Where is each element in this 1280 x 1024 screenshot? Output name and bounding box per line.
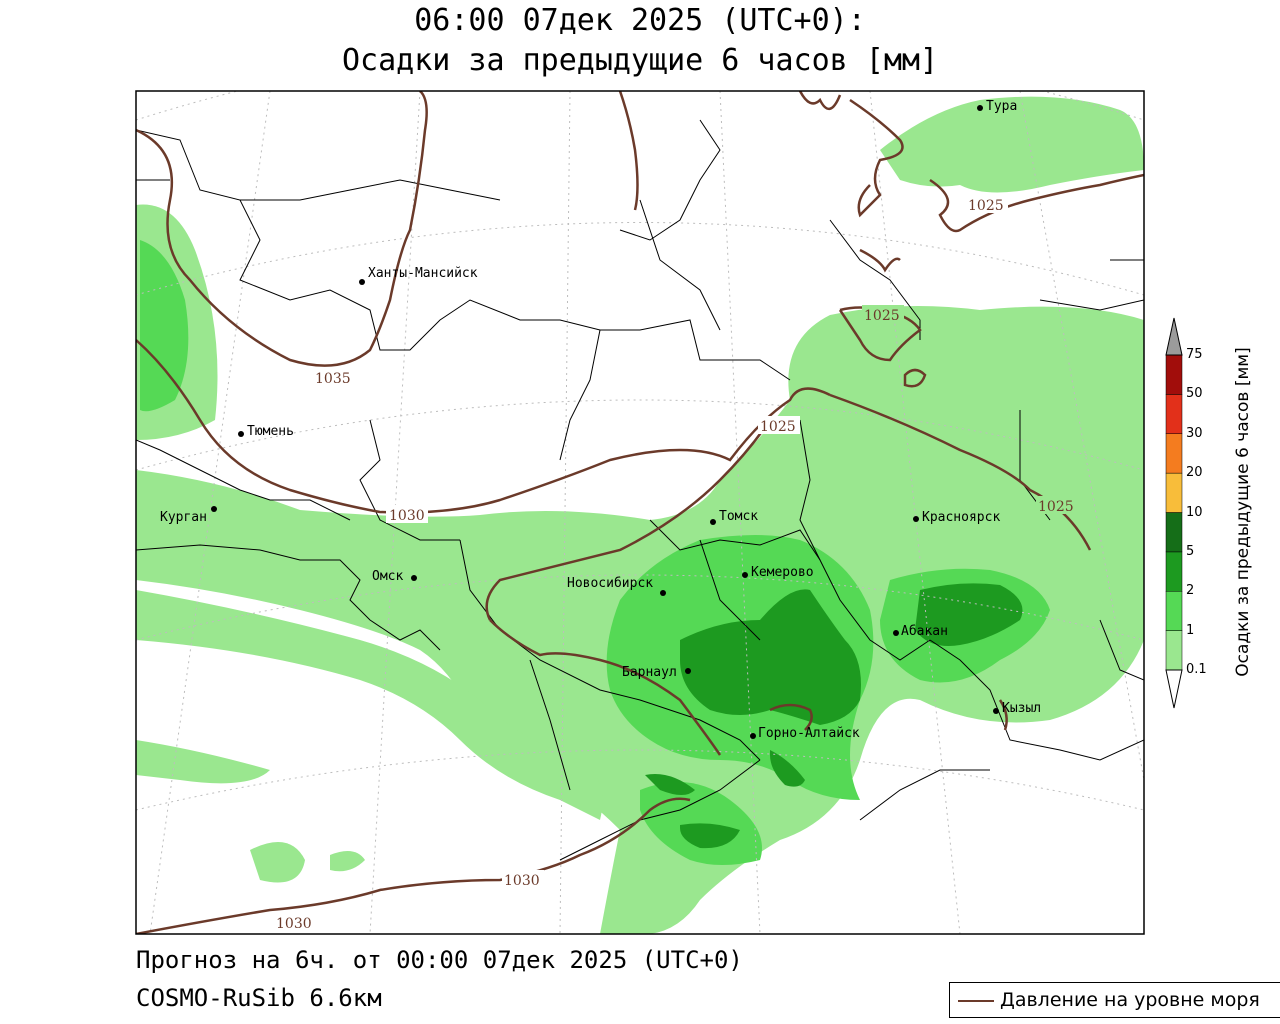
- colorbar-level-label: 20: [1186, 465, 1203, 481]
- colorbar-block: [1165, 512, 1183, 553]
- colorbar-level-label: 10: [1186, 504, 1203, 520]
- colorbar-level-label: 1: [1186, 622, 1195, 638]
- colorbar-level-label: 30: [1186, 425, 1203, 441]
- city-barnaul: Барнаул: [622, 665, 691, 680]
- colorbar-block: [1165, 354, 1183, 395]
- city-tomsk: Томск: [710, 509, 758, 525]
- city-gorno-altaysk: Горно-Алтайск: [750, 726, 860, 741]
- city-khanty-mansiysk: Ханты-Мансийск: [359, 266, 478, 285]
- isobar-label: 1025: [864, 308, 900, 324]
- svg-text:Горно-Алтайск: Горно-Алтайск: [758, 726, 860, 741]
- isobar-label: 1025: [760, 419, 796, 435]
- map-title-time: 06:00 07дек 2025 (UTC+0):: [414, 3, 866, 38]
- pressure-legend: Давление на уровне моря: [949, 982, 1280, 1018]
- colorbar-block: [1165, 551, 1183, 592]
- city-krasnoyarsk: Красноярск: [913, 510, 1000, 525]
- city-kemerovo: Кемерово: [742, 565, 814, 580]
- administrative-borders: [136, 119, 1144, 861]
- colorbar-level-label: 5: [1186, 543, 1195, 559]
- colorbar-block: [1165, 472, 1183, 513]
- colorbar-block: [1165, 591, 1183, 631]
- isobar-label: 1030: [276, 916, 312, 932]
- isobars: [136, 91, 1144, 934]
- svg-text:Омск: Омск: [372, 569, 403, 584]
- colorbar-level-label: 2: [1186, 583, 1195, 599]
- colorbar-level-label: 50: [1186, 386, 1203, 402]
- city-kurgan: Курган: [160, 506, 217, 525]
- city-abakan: Абакан: [893, 624, 948, 639]
- isobar-label: 1035: [315, 371, 351, 387]
- svg-text:Ханты-Мансийск: Ханты-Мансийск: [368, 266, 478, 281]
- city-tyumen: Тюмень: [238, 424, 294, 439]
- pressure-legend-label: Давление на уровне моря: [1000, 989, 1260, 1011]
- svg-text:Тюмень: Тюмень: [247, 424, 294, 439]
- svg-text:Абакан: Абакан: [901, 624, 948, 639]
- precipitation-heavy: [645, 583, 1023, 849]
- colorbar-over-arrow: [1165, 317, 1183, 356]
- isobar-label: 1025: [1038, 499, 1074, 515]
- model-name: COSMO-RuSib 6.6км: [136, 984, 382, 1012]
- svg-text:Новосибирск: Новосибирск: [567, 576, 653, 591]
- colorbar-under-arrow: [1165, 669, 1183, 709]
- colorbar-block: [1165, 433, 1183, 474]
- colorbar-level-label: 75: [1186, 347, 1203, 362]
- city-tura: Тура: [977, 99, 1017, 114]
- svg-text:Красноярск: Красноярск: [922, 510, 1000, 525]
- isobar-label: 1025: [968, 198, 1004, 214]
- coordinate-grid: [136, 91, 1144, 934]
- svg-text:Томск: Томск: [719, 509, 758, 524]
- isobar-label: 1030: [389, 508, 425, 524]
- city-omsk: Омск: [372, 569, 417, 584]
- colorbar-block: [1165, 394, 1183, 434]
- colorbar-level-label: 0.1: [1186, 662, 1207, 677]
- city-kyzyl: Кызыл: [993, 701, 1041, 716]
- colorbar-block: [1165, 630, 1183, 671]
- colorbar-title: Осадки за предыдущие 6 часов [мм]: [1233, 347, 1253, 677]
- map-title-variable: Осадки за предыдущие 6 часов [мм]: [341, 43, 939, 78]
- city-novosibirsk: Новосибирск: [567, 576, 666, 596]
- svg-text:Кемерово: Кемерово: [751, 565, 814, 580]
- svg-text:Кызыл: Кызыл: [1002, 701, 1041, 716]
- isobar-label: 1030: [504, 873, 540, 889]
- svg-text:Тура: Тура: [986, 99, 1017, 114]
- forecast-info: Прогноз на 6ч. от 00:00 07дек 2025 (UTC+…: [136, 946, 743, 974]
- map-frame: [135, 90, 1145, 935]
- svg-text:Курган: Курган: [160, 510, 207, 525]
- pressure-legend-line: [958, 1000, 994, 1002]
- svg-text:Барнаул: Барнаул: [622, 665, 677, 680]
